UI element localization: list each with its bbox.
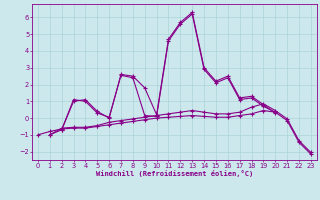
X-axis label: Windchill (Refroidissement éolien,°C): Windchill (Refroidissement éolien,°C) — [96, 170, 253, 177]
